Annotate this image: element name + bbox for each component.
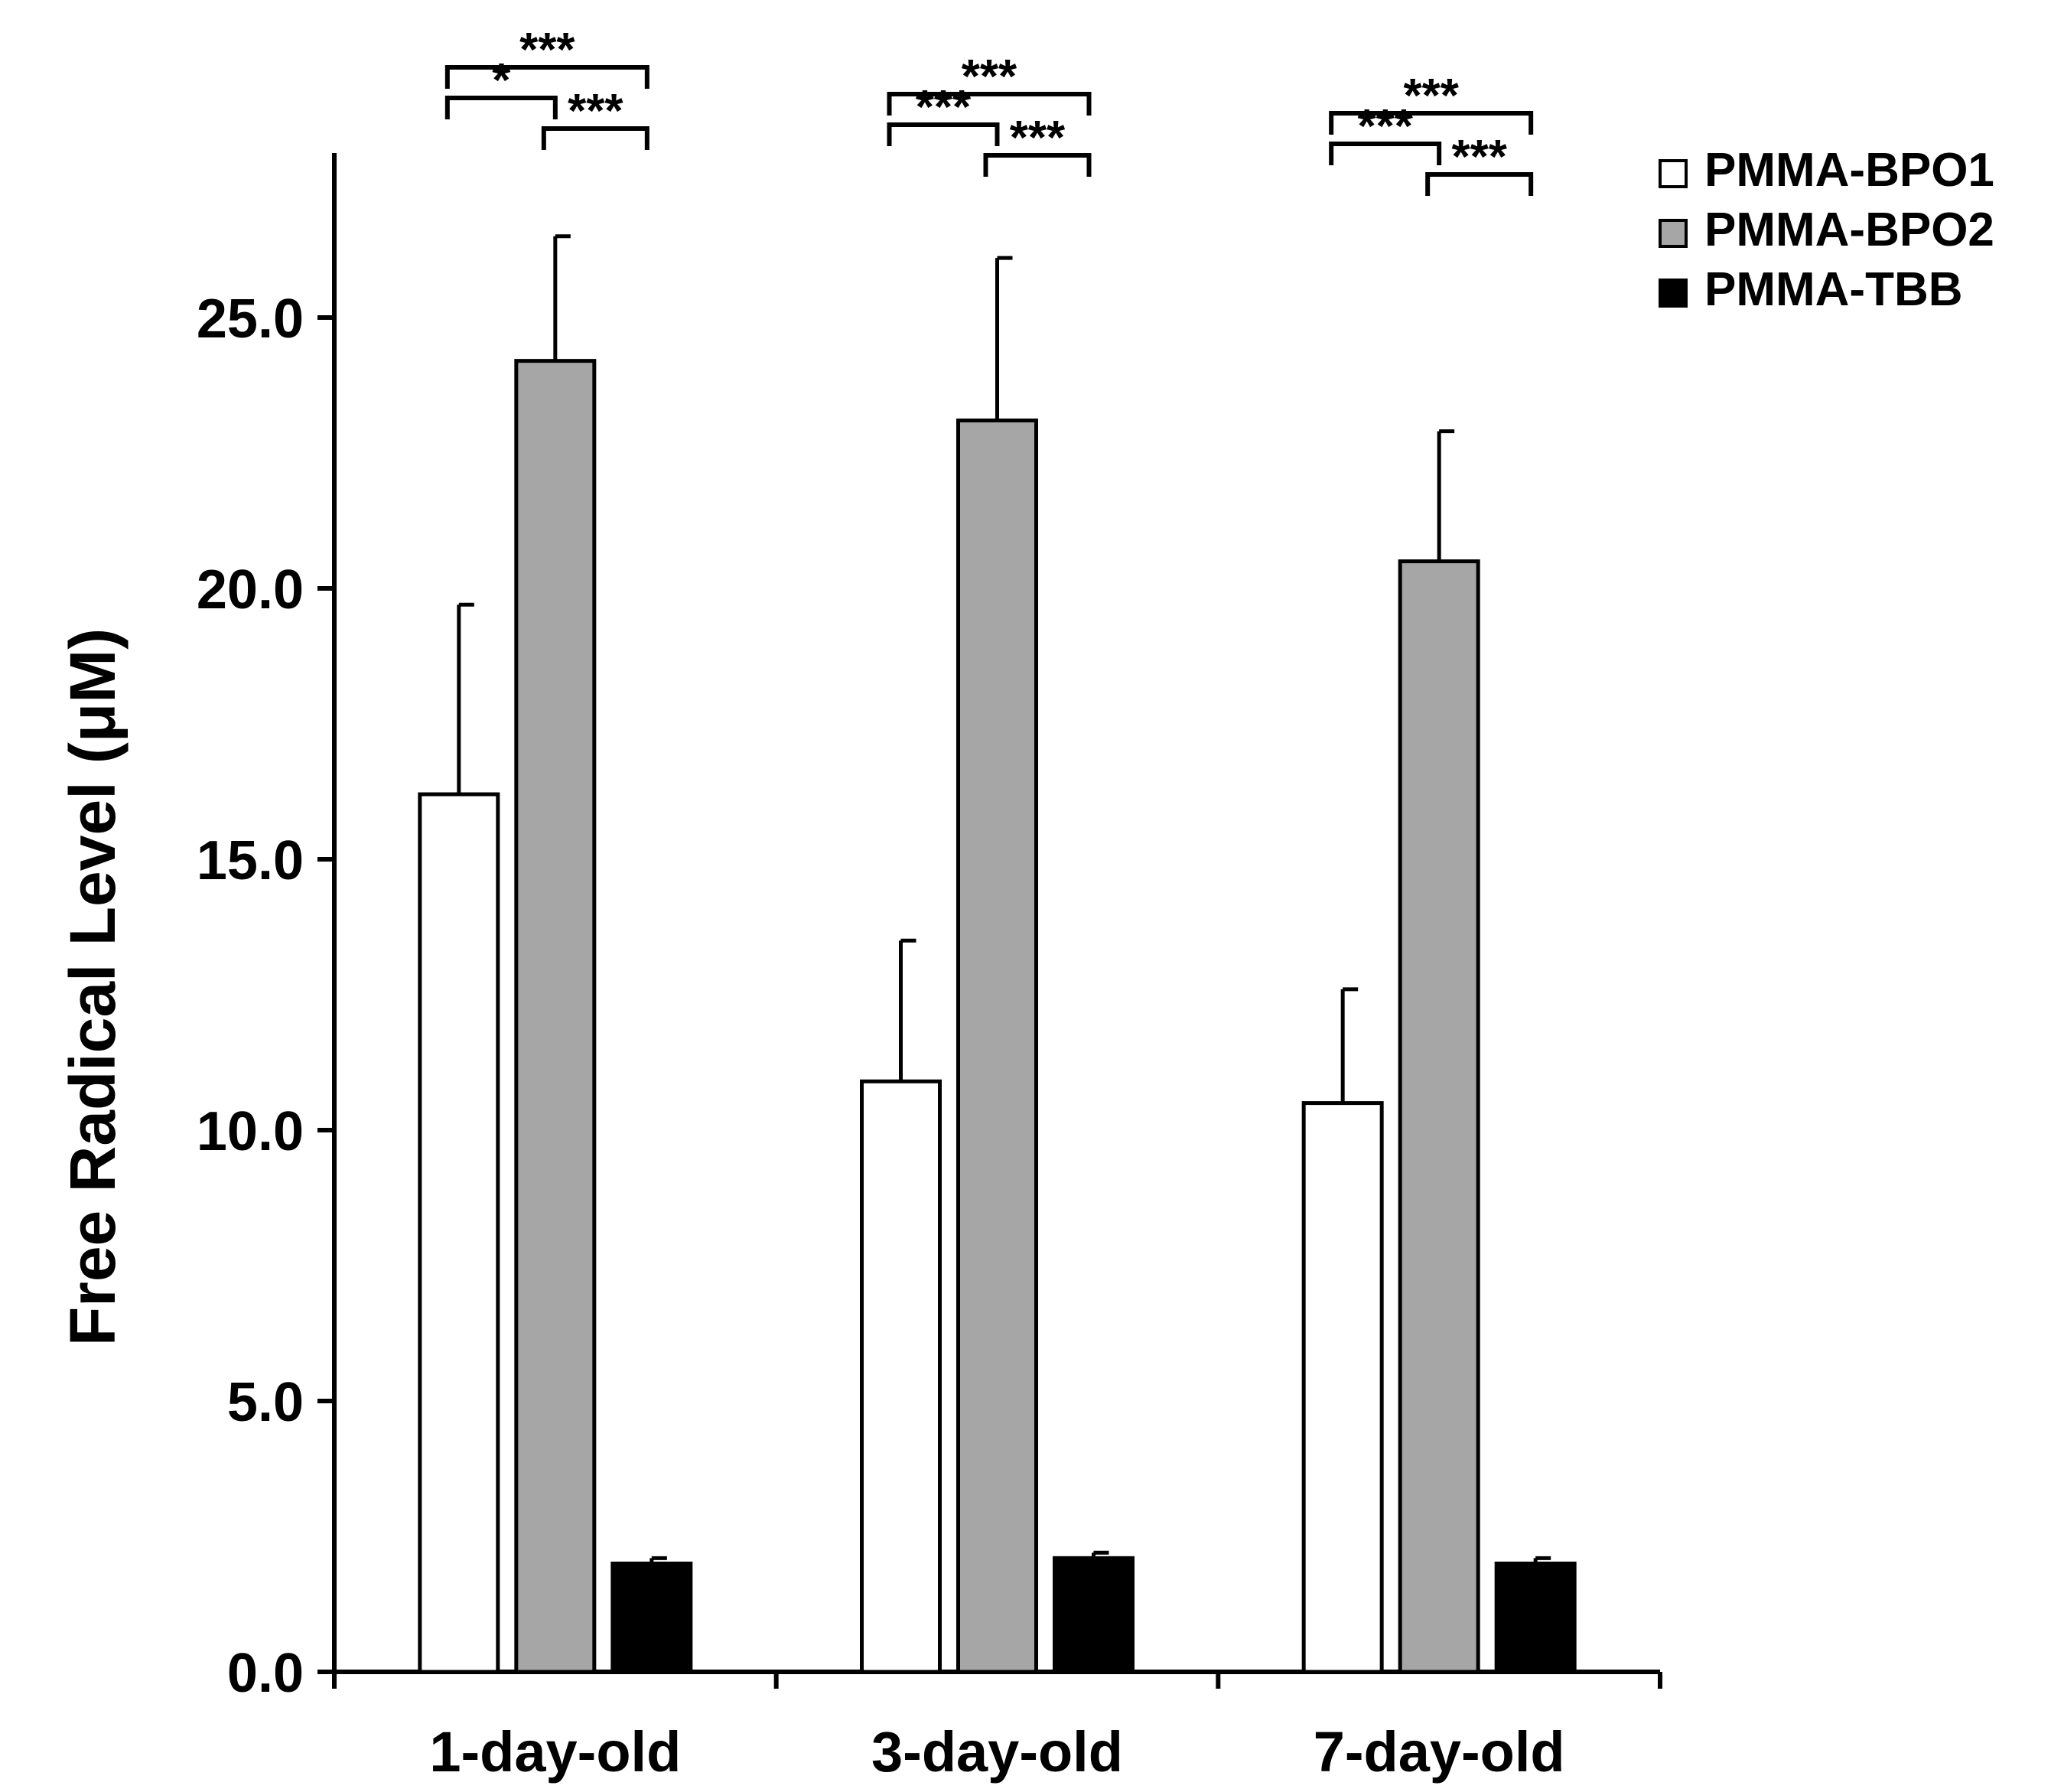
x-tick-label: 7-day-old <box>1314 1720 1565 1784</box>
error-bars <box>457 234 1551 1564</box>
y-tick-label: 20.0 <box>197 559 304 621</box>
bars <box>418 359 1577 1674</box>
legend-swatch <box>1659 159 1688 188</box>
significance-bracket <box>444 96 558 119</box>
bar <box>418 792 500 1674</box>
y-axis-title: Free Radical Level (μM) <box>57 628 129 1346</box>
legend-label: PMMA-TBB <box>1704 263 1963 316</box>
bar <box>514 359 597 1674</box>
y-tick-label: 0.0 <box>227 1643 304 1704</box>
significance-label: *** <box>568 85 623 138</box>
significance-bracket <box>983 153 1092 177</box>
bar <box>956 419 1038 1674</box>
legend-label: PMMA-BPO1 <box>1704 144 1994 197</box>
significance-label: *** <box>1451 131 1507 184</box>
significance-bracket <box>1329 111 1534 135</box>
significance-label: * <box>492 54 511 107</box>
legend-swatch <box>1659 219 1688 248</box>
significance-brackets: ************************* <box>444 24 1534 196</box>
bar <box>1398 559 1480 1674</box>
bar <box>860 1079 942 1674</box>
y-tick-label: 10.0 <box>197 1101 304 1162</box>
legend-label: PMMA-BPO2 <box>1704 204 1994 256</box>
legend-swatch <box>1659 279 1688 308</box>
bar <box>1301 1101 1384 1674</box>
significance-label: *** <box>962 51 1017 103</box>
y-tick-label: 5.0 <box>227 1372 304 1433</box>
x-tick-label: 3-day-old <box>871 1720 1123 1784</box>
significance-bracket <box>541 126 649 150</box>
significance-label: *** <box>916 81 972 134</box>
significance-label: *** <box>1403 70 1459 122</box>
significance-bracket <box>887 92 1092 116</box>
x-tick-label: 1-day-old <box>429 1720 681 1784</box>
significance-label: *** <box>1010 112 1066 165</box>
significance-bracket <box>887 122 1000 146</box>
significance-bracket <box>1329 142 1442 165</box>
y-axis: 0.0 5.0 10.0 15.0 20.0 25.0 <box>197 153 337 1704</box>
significance-label: *** <box>1357 100 1413 153</box>
bar <box>1494 1561 1577 1674</box>
legend: PMMA-BPO1 PMMA-BPO2 PMMA-TBB <box>1659 144 1994 316</box>
y-tick-label: 25.0 <box>197 288 304 350</box>
bar <box>1053 1556 1135 1674</box>
bar <box>610 1561 693 1674</box>
y-tick-label: 15.0 <box>197 830 304 891</box>
significance-bracket <box>1425 172 1534 196</box>
significance-label: *** <box>519 24 575 77</box>
x-axis: 1-day-old 3-day-old 7-day-old <box>332 1670 1662 1784</box>
significance-bracket <box>444 65 649 89</box>
